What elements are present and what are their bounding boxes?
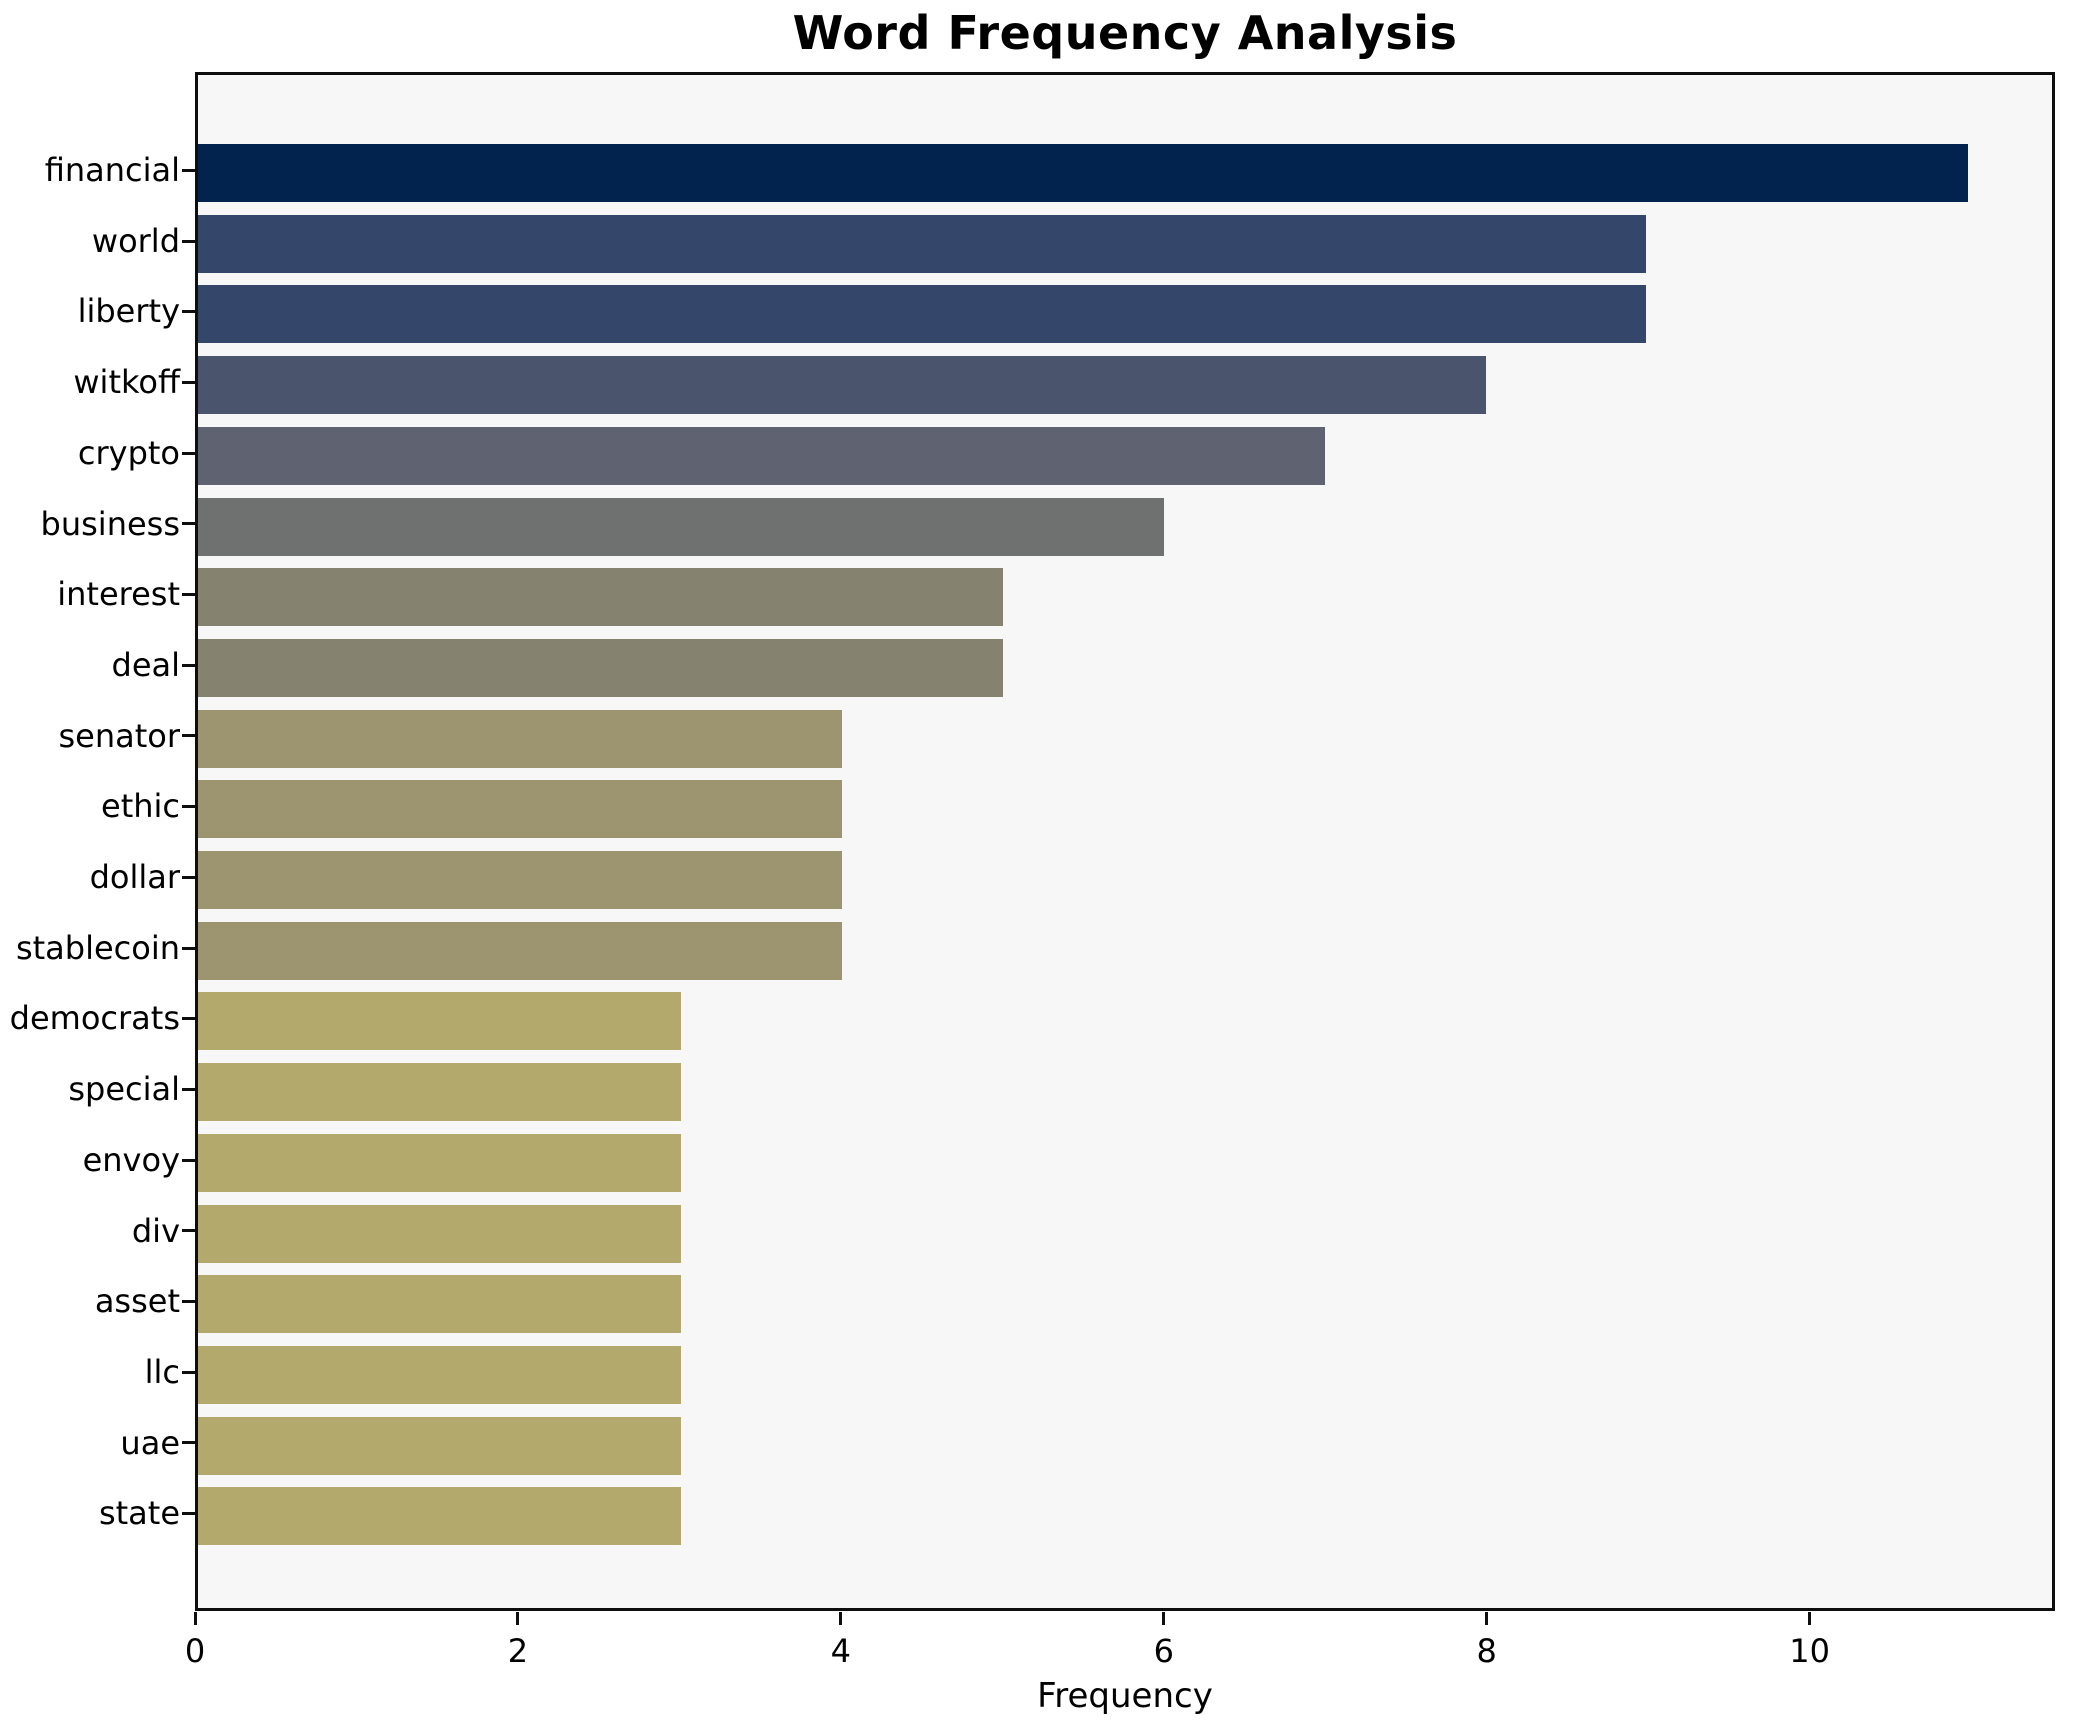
bar-uae — [198, 1416, 681, 1475]
category-label-special: special — [68, 1070, 180, 1109]
category-label-interest: interest — [57, 575, 180, 614]
bar-world — [198, 214, 1647, 273]
y-tick-mark — [182, 593, 195, 597]
category-label-asset: asset — [94, 1282, 180, 1321]
bar-row — [198, 350, 2052, 420]
y-tick-mark — [182, 663, 195, 667]
category-label-deal: deal — [111, 645, 181, 684]
x-tick-label-0: 0 — [184, 1632, 206, 1670]
bar-row — [198, 1411, 2052, 1481]
category-label-senator: senator — [58, 716, 180, 755]
bar-senator — [198, 709, 842, 768]
category-label-financial: financial — [44, 151, 180, 189]
bar-state — [198, 1487, 681, 1546]
bar-div — [198, 1204, 681, 1263]
x-tick-mark — [1162, 1612, 1166, 1625]
bar-row — [198, 1269, 2052, 1339]
chart-title: Word Frequency Analysis — [792, 6, 1458, 60]
x-tick-mark — [193, 1612, 197, 1625]
bar-row — [198, 845, 2052, 915]
bar-row — [198, 492, 2052, 562]
bar-financial — [198, 144, 1969, 202]
category-label-witkoff: witkoff — [73, 363, 180, 402]
category-label-world: world — [91, 221, 180, 260]
bar-dollar — [198, 851, 842, 909]
bar-row — [198, 1057, 2052, 1127]
x-tick-mark — [839, 1612, 843, 1625]
y-tick-mark — [182, 805, 195, 809]
y-tick-mark — [182, 734, 195, 738]
y-tick-mark — [182, 1158, 195, 1162]
y-tick-mark — [182, 1087, 195, 1091]
category-label-ethic: ethic — [101, 787, 180, 826]
category-label-llc: llc — [144, 1352, 180, 1391]
x-tick-label-4: 4 — [830, 1632, 851, 1670]
bar-envoy — [198, 1133, 681, 1192]
y-tick-mark — [182, 875, 195, 879]
bar-row — [198, 562, 2052, 632]
category-label-uae: uae — [120, 1423, 180, 1462]
bar-interest — [198, 568, 1003, 627]
x-tick-label-10: 10 — [1789, 1632, 1830, 1670]
y-tick-mark — [182, 310, 195, 314]
category-label-democrats: democrats — [9, 999, 180, 1038]
y-tick-mark — [182, 522, 195, 526]
x-tick-label-2: 2 — [507, 1632, 529, 1670]
x-tick-mark — [516, 1612, 520, 1625]
plot-area — [195, 72, 2055, 1611]
x-tick-mark — [1808, 1612, 1812, 1625]
category-label-liberty: liberty — [77, 292, 180, 331]
category-label-state: state — [98, 1494, 180, 1533]
bar-row — [198, 421, 2052, 491]
x-axis-label: Frequency — [1037, 1676, 1213, 1716]
bar-row — [198, 279, 2052, 349]
category-label-div: div — [131, 1211, 180, 1250]
y-tick-mark — [182, 451, 195, 455]
y-tick-mark — [182, 1370, 195, 1374]
y-tick-mark — [182, 946, 195, 950]
y-tick-mark — [182, 168, 195, 172]
y-tick-mark — [182, 239, 195, 243]
bar-row — [198, 1199, 2052, 1269]
bar-witkoff — [198, 356, 1486, 415]
bar-row — [198, 774, 2052, 844]
x-tick-label-8: 8 — [1476, 1632, 1497, 1670]
bar-llc — [198, 1345, 681, 1404]
bar-row — [198, 1481, 2052, 1551]
y-tick-mark — [182, 1441, 195, 1445]
y-tick-mark — [182, 1300, 195, 1304]
category-label-business: business — [40, 504, 180, 543]
category-label-envoy: envoy — [82, 1140, 180, 1179]
bar-deal — [198, 638, 1003, 697]
bar-asset — [198, 1275, 681, 1334]
bar-stablecoin — [198, 921, 842, 980]
bar-crypto — [198, 426, 1325, 485]
category-label-dollar: dollar — [89, 858, 180, 896]
bar-democrats — [198, 992, 681, 1051]
bar-business — [198, 497, 1164, 556]
y-tick-mark — [182, 380, 195, 384]
y-tick-mark — [182, 1512, 195, 1516]
bar-liberty — [198, 285, 1647, 344]
bar-row — [198, 633, 2052, 703]
bar-row — [198, 916, 2052, 986]
bar-row — [198, 986, 2052, 1056]
category-label-stablecoin: stablecoin — [15, 928, 180, 967]
bar-special — [198, 1063, 681, 1122]
y-tick-mark — [182, 1017, 195, 1021]
bar-row — [198, 138, 2052, 208]
bar-row — [198, 704, 2052, 774]
x-tick-mark — [1485, 1612, 1489, 1625]
y-tick-mark — [182, 1229, 195, 1233]
bar-ethic — [198, 780, 842, 839]
x-tick-label-6: 6 — [1153, 1632, 1174, 1670]
category-label-crypto: crypto — [77, 433, 180, 472]
bar-row — [198, 1340, 2052, 1410]
bar-row — [198, 1128, 2052, 1198]
bar-row — [198, 209, 2052, 279]
